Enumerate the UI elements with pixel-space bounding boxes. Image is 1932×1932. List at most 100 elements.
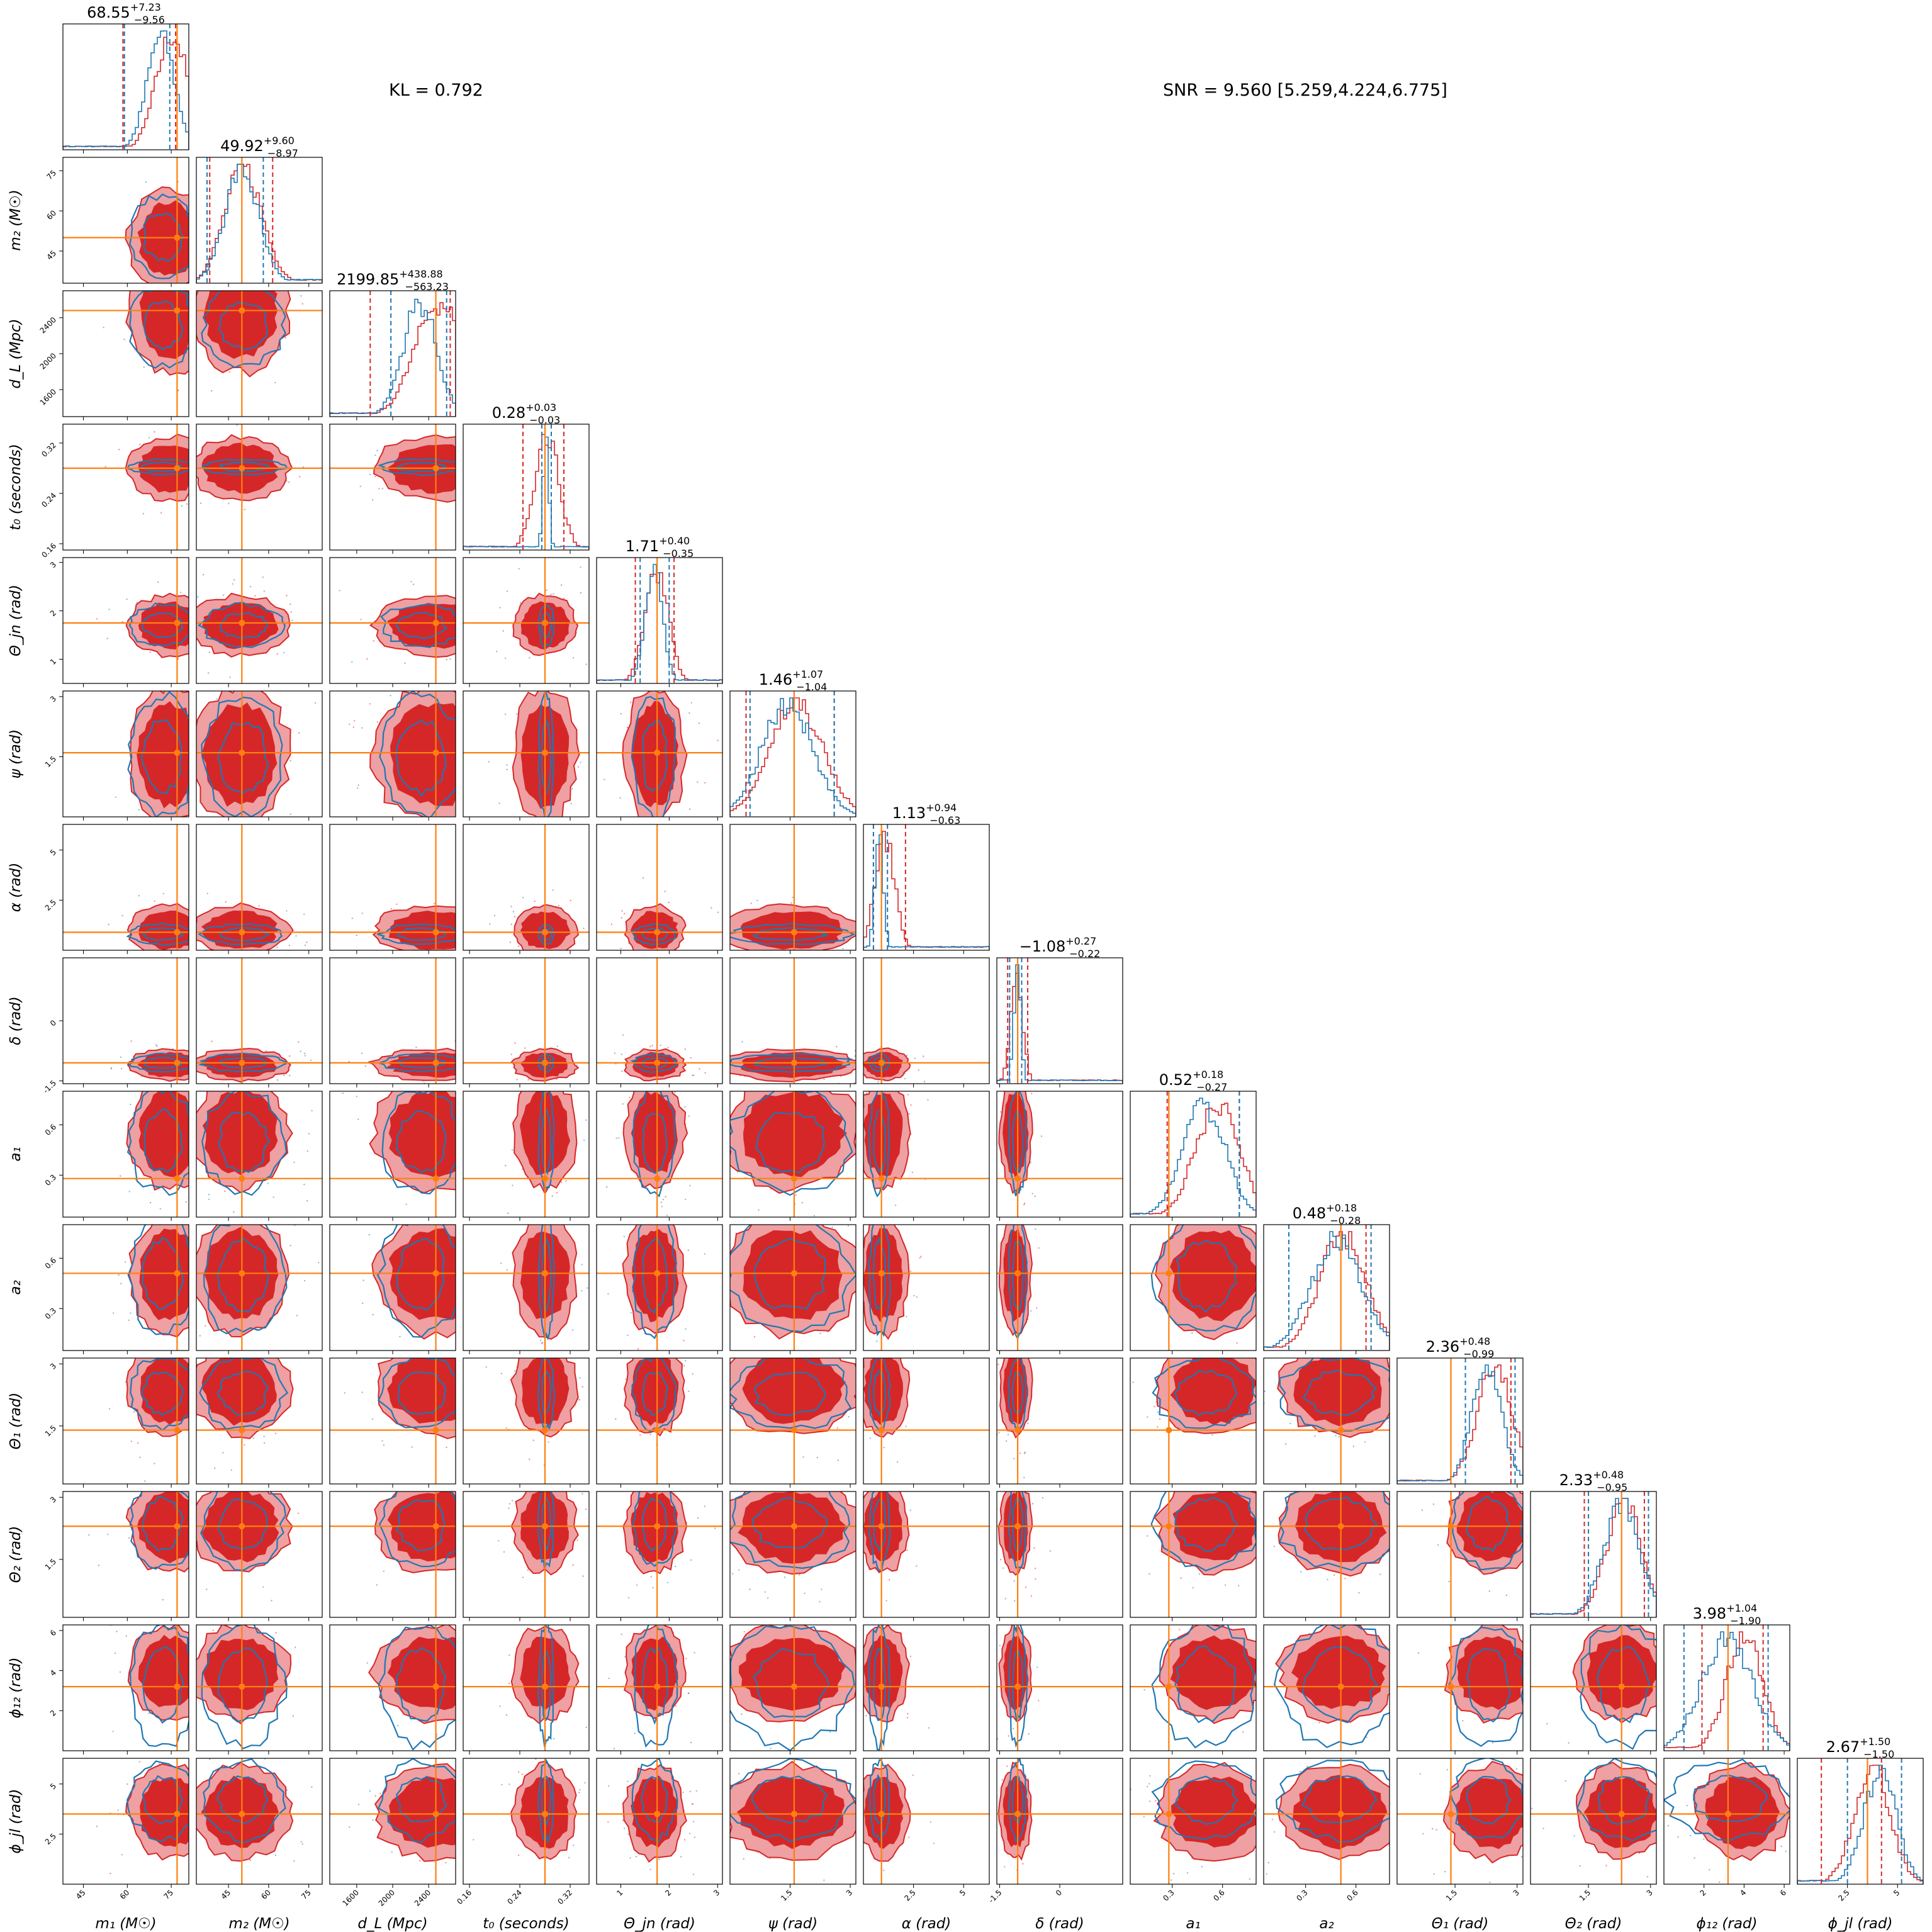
- sample-point: [302, 466, 305, 468]
- sample-point: [692, 1373, 694, 1375]
- sample-point: [551, 1195, 553, 1197]
- sample-point: [1429, 1565, 1430, 1566]
- sample-point: [108, 923, 110, 926]
- truth-marker: [1014, 1270, 1021, 1277]
- sample-point: [137, 1442, 139, 1444]
- sample-point: [637, 1348, 639, 1350]
- sample-point: [415, 1046, 417, 1048]
- sample-point: [699, 1068, 700, 1070]
- sample-point: [685, 1658, 687, 1660]
- sample-point: [847, 1222, 848, 1223]
- sample-point: [361, 1052, 363, 1054]
- sample-point: [505, 658, 507, 660]
- panel-inner: [1264, 1621, 1390, 1751]
- sample-point: [417, 852, 418, 853]
- truth-marker: [654, 929, 661, 936]
- histogram-a: [463, 434, 589, 550]
- contour-a-inner: [1170, 1358, 1256, 1425]
- sample-point: [1038, 1700, 1040, 1702]
- panel-12-6: [860, 1624, 990, 1755]
- sample-point: [418, 955, 419, 956]
- sample-point: [830, 1047, 831, 1048]
- sample-point: [785, 953, 787, 955]
- sample-point: [289, 1245, 291, 1247]
- contour-a-inner: [387, 603, 456, 649]
- sample-point: [1132, 1381, 1134, 1383]
- sample-point: [648, 1205, 649, 1206]
- sample-point: [527, 1079, 529, 1081]
- sample-point: [1028, 1325, 1030, 1326]
- y-tick-label: 0.3: [43, 1173, 58, 1188]
- sample-point: [1036, 1666, 1038, 1668]
- sample-point: [446, 962, 447, 963]
- sample-point: [115, 796, 117, 798]
- sample-point: [625, 1378, 627, 1381]
- sample-point: [1413, 1573, 1415, 1574]
- sample-point: [249, 952, 250, 953]
- contour-a-inner: [202, 1091, 278, 1176]
- contour-b-inner: [395, 719, 447, 797]
- contour-b-inner: [1011, 1649, 1024, 1722]
- panel-8-1: [196, 1091, 323, 1221]
- sample-point: [390, 695, 391, 697]
- truth-marker: [1337, 1427, 1344, 1434]
- panel-4-4: 1.71+0.40 −0.35: [596, 535, 723, 687]
- sample-point: [607, 1293, 609, 1295]
- panel-11-7: [996, 1491, 1123, 1621]
- sample-point: [582, 1575, 584, 1577]
- panel-frame: [62, 23, 189, 150]
- sample-point: [510, 923, 512, 925]
- sample-point: [416, 1088, 417, 1089]
- truth-marker: [1014, 1427, 1021, 1434]
- sample-point: [459, 1119, 461, 1120]
- sample-point: [351, 918, 353, 919]
- panel-frame: [62, 424, 189, 551]
- sample-point: [365, 1466, 366, 1468]
- sample-point: [158, 1486, 159, 1487]
- sample-point: [1388, 1621, 1389, 1622]
- truth-marker: [1165, 1523, 1172, 1530]
- truth-marker: [239, 1683, 245, 1690]
- sample-point: [506, 764, 508, 766]
- sample-point: [356, 1096, 357, 1098]
- sample-point: [269, 1184, 270, 1186]
- sample-point: [621, 1633, 622, 1636]
- sample-point: [189, 1366, 191, 1367]
- sample-point: [1327, 1578, 1328, 1581]
- sample-point: [1142, 1486, 1143, 1487]
- histogram-b: [997, 964, 1123, 1084]
- sample-point: [483, 625, 485, 626]
- sample-point: [507, 1259, 508, 1261]
- panel-inner: [330, 1091, 461, 1217]
- panel-inner: [63, 1358, 191, 1484]
- contour-b-inner: [217, 927, 271, 941]
- sample-point: [916, 1414, 918, 1415]
- sample-point: [831, 1226, 833, 1228]
- sample-point: [190, 1515, 191, 1517]
- panel-6-0: 2.55: [43, 824, 189, 954]
- contour-b-inner: [642, 1237, 668, 1314]
- panel-inner: [1664, 1625, 1790, 1751]
- sample-point: [610, 923, 613, 925]
- sample-point: [514, 1755, 515, 1756]
- sample-point: [693, 1074, 695, 1076]
- truth-marker: [174, 1427, 181, 1434]
- sample-point: [1401, 1389, 1402, 1390]
- panel-inner: [463, 691, 589, 867]
- sample-point: [205, 1325, 206, 1327]
- sample-point: [536, 866, 537, 867]
- panel-inner: [330, 1358, 456, 1484]
- panel-frame: [196, 690, 323, 817]
- contour-a-inner: [388, 1091, 456, 1178]
- sample-point: [860, 1689, 862, 1690]
- sample-point: [169, 1481, 171, 1483]
- panel-7-6: [863, 957, 990, 1087]
- panel-inner: [463, 958, 589, 1084]
- sample-point: [488, 488, 489, 490]
- sample-point: [726, 1228, 727, 1229]
- y-tick-label: 3: [48, 1361, 58, 1371]
- contour-a-inner: [1169, 1230, 1256, 1322]
- sample-point: [510, 1053, 512, 1055]
- panel-5-4: [596, 690, 723, 821]
- sample-point: [303, 1279, 306, 1282]
